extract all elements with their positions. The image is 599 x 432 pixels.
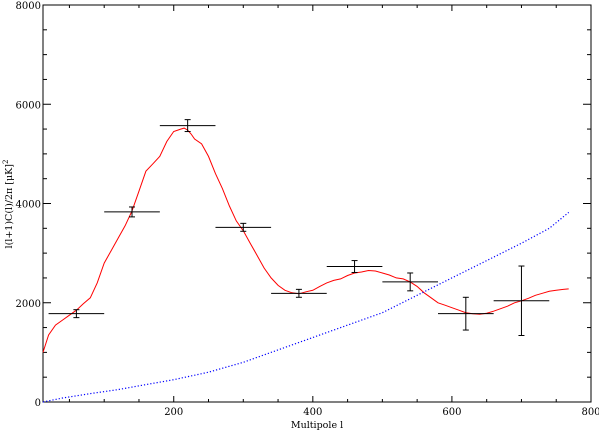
x-axis-label: Multipole l: [291, 420, 343, 431]
data-point: [382, 272, 439, 292]
y-tick-label: 2000: [16, 299, 41, 310]
y-tick-label: 8000: [16, 1, 41, 12]
data-point: [215, 222, 272, 232]
data-point: [48, 309, 105, 319]
data-point: [326, 260, 383, 273]
y-tick-label: 4000: [16, 200, 41, 211]
data-point: [271, 288, 327, 298]
x-tick-label: 800: [581, 407, 599, 418]
y-axis-label-text: l(l+1)C(l)/2π [μK]: [4, 164, 15, 248]
solid-curve: [42, 127, 569, 353]
y-axis-label-superscript: 2: [2, 160, 10, 164]
x-tick-label: 600: [442, 407, 461, 418]
y-tick-label: 6000: [16, 100, 41, 111]
plot-frame: [42, 4, 592, 403]
x-tick-label: 400: [303, 407, 322, 418]
x-tick-label: 200: [164, 407, 183, 418]
dotted-curve: [42, 211, 570, 403]
axis-ticks: [43, 4, 592, 403]
data-points: [48, 119, 550, 337]
data-point: [159, 119, 216, 133]
data-point: [438, 296, 494, 331]
data-point: [493, 265, 550, 337]
data-point: [104, 206, 160, 218]
series-layer: [42, 127, 570, 403]
y-axis-label: l(l+1)C(l)/2π [μK]2: [2, 160, 15, 249]
y-tick-label: 0: [35, 398, 41, 409]
